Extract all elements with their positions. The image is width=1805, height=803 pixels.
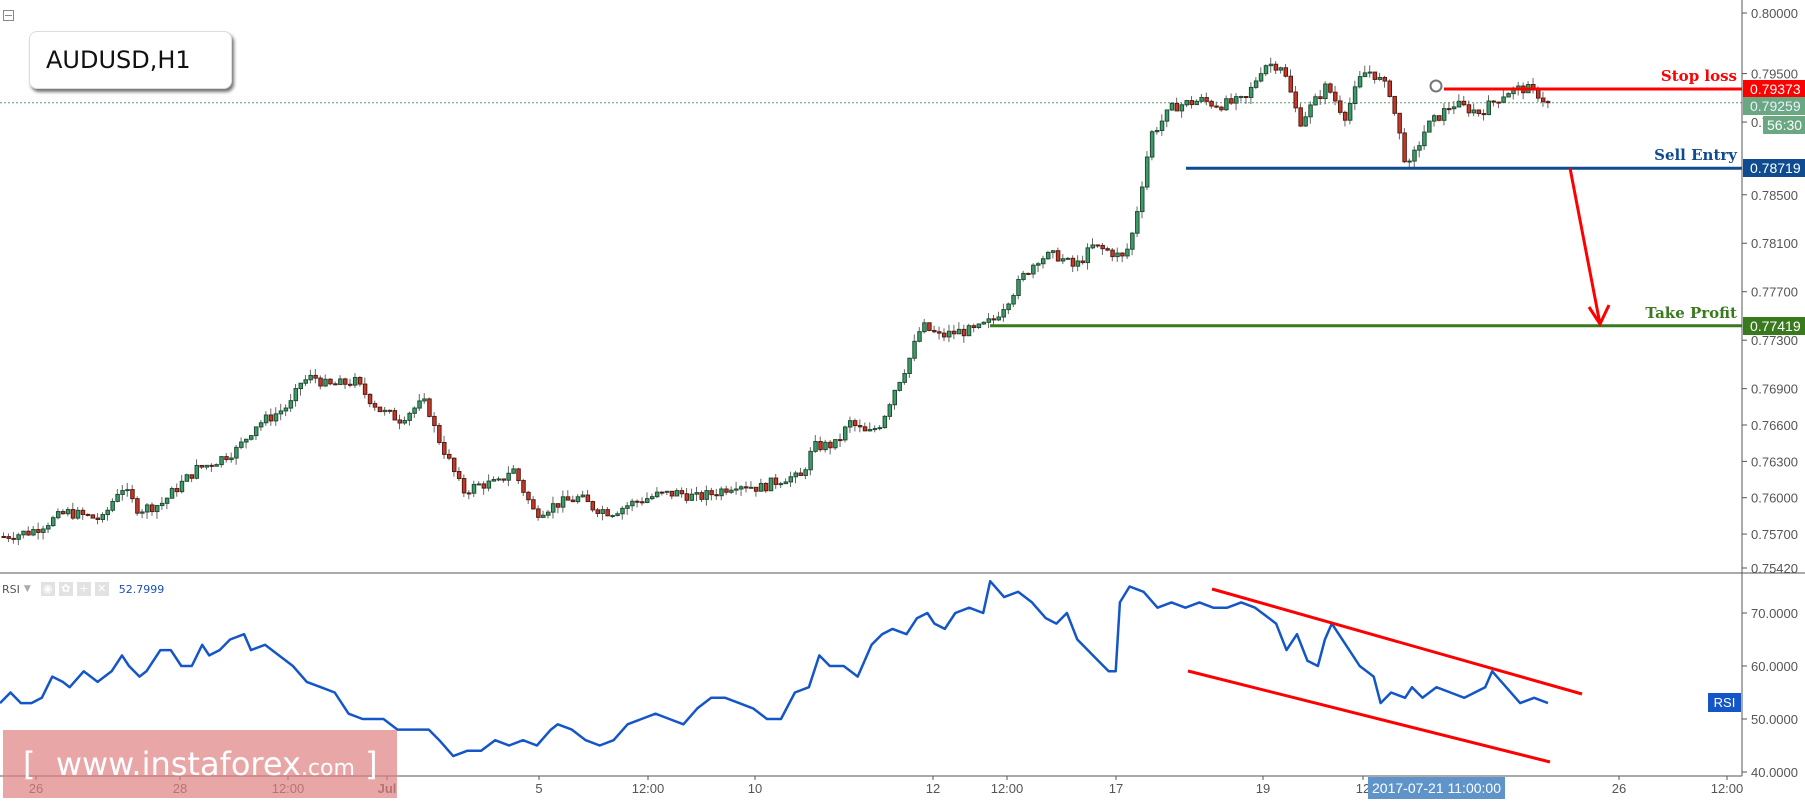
- bar-countdown: 56:30: [1763, 115, 1805, 134]
- time-tick-label: 12: [1356, 781, 1370, 796]
- plus-icon[interactable]: +: [76, 582, 91, 596]
- watermark-end: ]: [354, 745, 378, 783]
- close-icon[interactable]: ✕: [94, 582, 109, 596]
- rsi-axis-tag: RSI: [1708, 693, 1741, 712]
- time-tick-label: 12: [926, 781, 940, 796]
- rsi-tick-label: 60.0000: [1751, 659, 1798, 674]
- price-tick-label: 0.75420: [1751, 561, 1798, 576]
- rsi-line: [0, 579, 1549, 758]
- price-tick-label: 0.79500: [1751, 67, 1798, 82]
- time-tick-label: 17: [1109, 781, 1123, 796]
- rsi-value: 52.7999: [118, 582, 165, 596]
- rsi-channel-lower: [1187, 669, 1551, 764]
- crosshair-date-tag: 2017-07-21 11:00:00: [1368, 777, 1505, 799]
- level-label-sell-entry: Sell Entry: [1654, 146, 1737, 165]
- price-tick-label: 0.77700: [1751, 285, 1798, 300]
- rsi-tick-label: 70.0000: [1751, 606, 1798, 621]
- arrow-head-icon: [1587, 304, 1611, 328]
- gear-icon[interactable]: ✿: [58, 582, 73, 596]
- price-tick-label: 0.76300: [1751, 454, 1798, 469]
- anchor-handle: [1429, 79, 1443, 93]
- target-arrow: [1568, 167, 1602, 325]
- price-tag-sell-entry: 0.78719: [1743, 159, 1805, 178]
- symbol-label: AUDUSD,H1: [29, 31, 232, 89]
- price-tick-label: 0.77300: [1751, 333, 1798, 348]
- price-tick-label: 0.80000: [1751, 6, 1798, 21]
- rsi-channel-upper: [1211, 587, 1583, 696]
- price-tag-stop-loss: 0.79373: [1743, 79, 1805, 98]
- price-tick-label: 0.78500: [1751, 188, 1798, 203]
- time-tick-label: 10: [748, 781, 762, 796]
- price-tick-label: 0.76000: [1751, 491, 1798, 506]
- time-tick-label: 5: [535, 781, 542, 796]
- price-tick-label: 0.78100: [1751, 236, 1798, 251]
- trade-levels[interactable]: [990, 79, 1742, 328]
- eye-icon[interactable]: ◉: [40, 582, 55, 596]
- price-tag-current: 0.79259: [1743, 96, 1805, 115]
- price-tick-label: 0.76900: [1751, 382, 1798, 397]
- rsi-tick-label: 50.0000: [1751, 712, 1798, 727]
- chevron-down-icon[interactable]: ▼: [23, 584, 31, 594]
- time-tick-label: 12:00: [1711, 781, 1744, 796]
- time-tick-label: 12:00: [632, 781, 665, 796]
- time-tick-label: 26: [1612, 781, 1626, 796]
- rsi-tick-label: 40.0000: [1751, 765, 1798, 780]
- collapse-pane-icon[interactable]: [3, 10, 14, 21]
- rsi-legend: RSI ▼ ◉ ✿ + ✕ 52.7999: [2, 582, 164, 596]
- watermark-main: [ www.instaforex: [23, 745, 301, 783]
- level-label-stop-loss: Stop loss: [1660, 66, 1737, 85]
- time-tick-label: 19: [1256, 781, 1270, 796]
- watermark: [ www.instaforex.com ]: [3, 730, 397, 798]
- symbol-text: AUDUSD,H1: [46, 46, 191, 74]
- rsi-pane: [0, 579, 1583, 764]
- rsi-name[interactable]: RSI: [2, 582, 20, 596]
- level-label-take-profit: Take Profit: [1645, 303, 1737, 322]
- price-tag-take-profit: 0.77419: [1743, 316, 1805, 335]
- price-tick-label: 0.75700: [1751, 527, 1798, 542]
- price-tick-label: 0.76600: [1751, 418, 1798, 433]
- time-tick-label: 12:00: [991, 781, 1024, 796]
- watermark-tld: .com: [300, 756, 355, 781]
- candlesticks: [1, 57, 1551, 545]
